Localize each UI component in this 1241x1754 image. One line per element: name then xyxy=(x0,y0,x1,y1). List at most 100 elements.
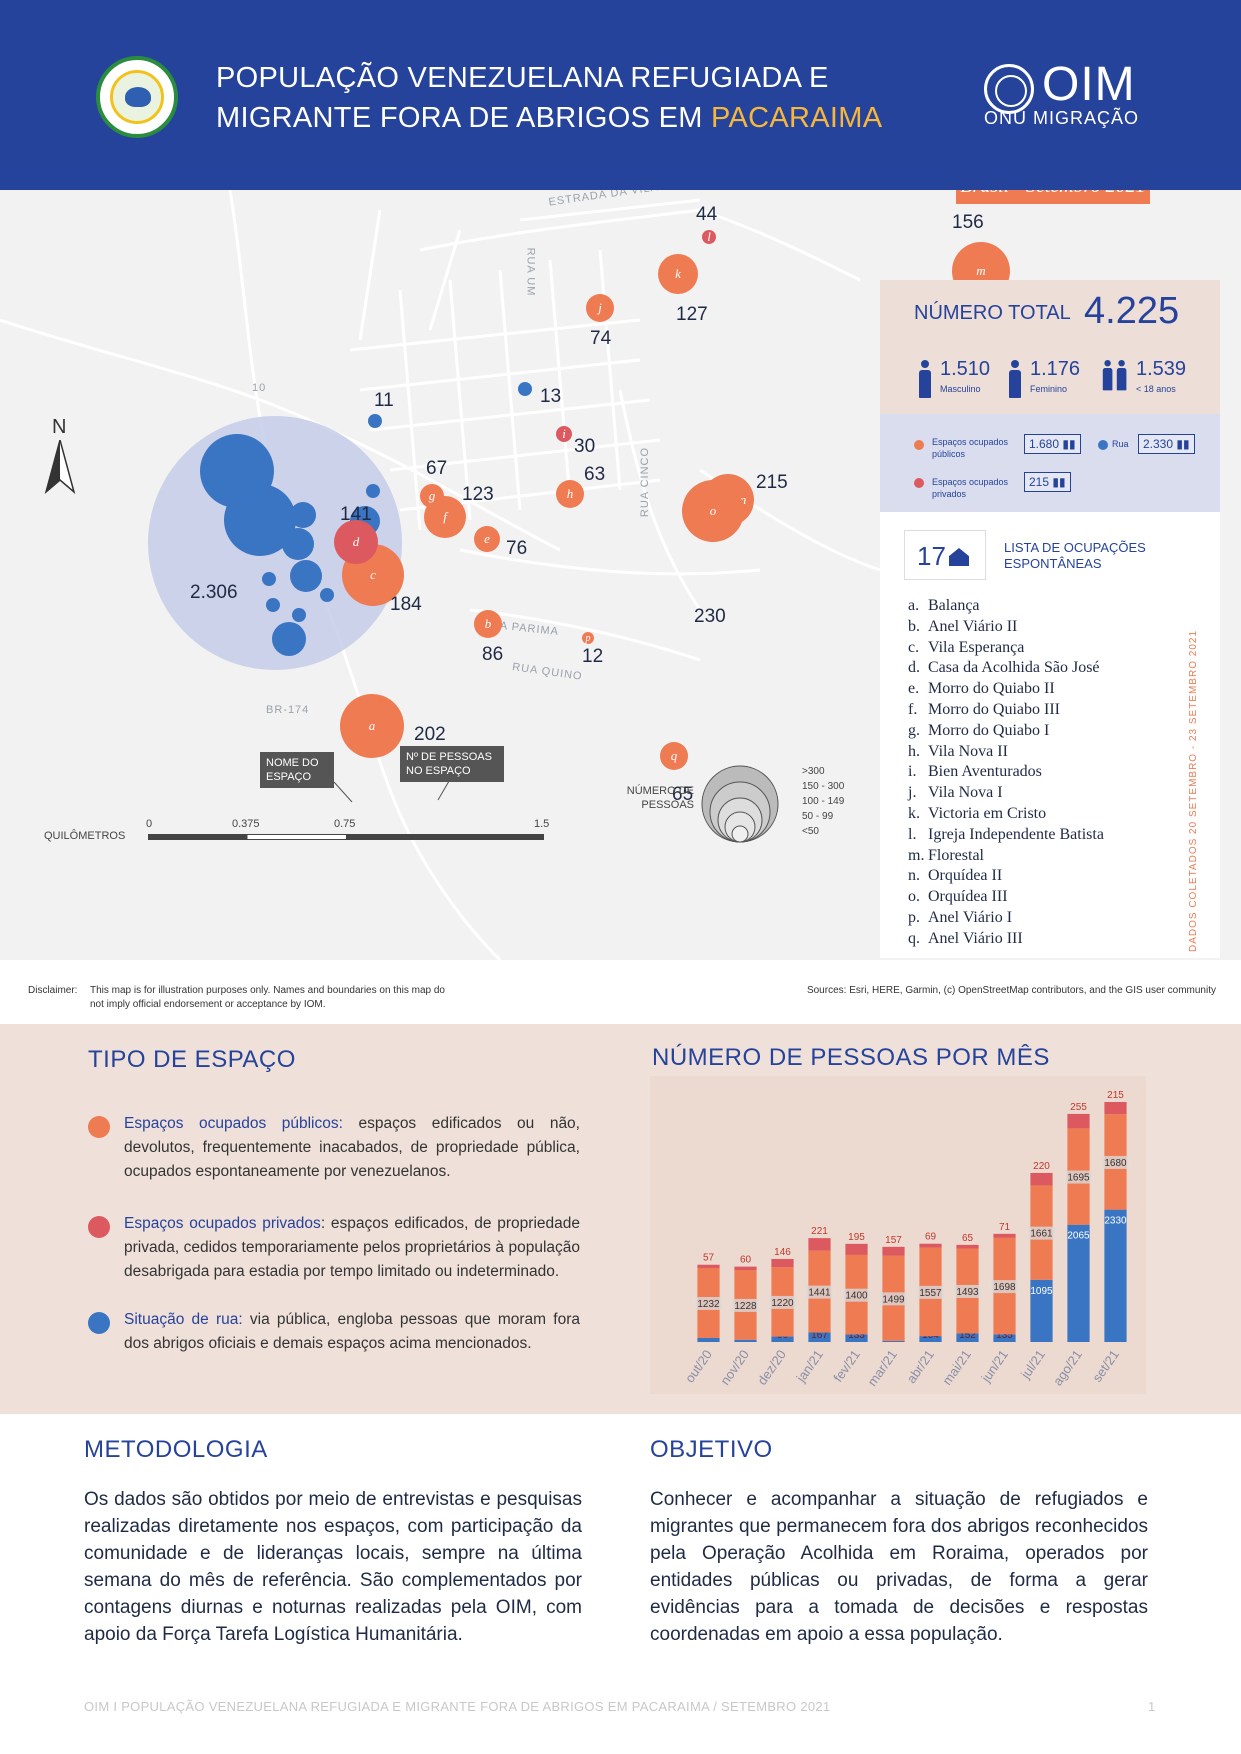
occupation-point-g[interactable]: g xyxy=(420,484,444,508)
bar-value-label: 1695 xyxy=(1067,1173,1090,1184)
street-cluster-value: 2.306 xyxy=(190,582,238,603)
x-tick-label: dez/20 xyxy=(754,1347,789,1388)
bar-value-label: 1228 xyxy=(734,1301,757,1312)
bar-segment-privados xyxy=(808,1238,831,1251)
street-legend-value-box: 2.330 ▮▮ xyxy=(1138,434,1195,454)
occupation-list-item: h. Vila Nova II xyxy=(908,742,1008,760)
occupation-list-item: l. Igreja Independente Batista xyxy=(908,825,1104,843)
occupation-point-p[interactable]: p xyxy=(582,632,594,644)
oim-name: OIM xyxy=(1042,58,1136,111)
title-line-1: POPULAÇÃO VENEZUELANA REFUGIADA E xyxy=(216,62,829,94)
bar-value-label: 1400 xyxy=(845,1291,868,1302)
bar-segment-privados xyxy=(1067,1113,1090,1129)
private-dot xyxy=(88,1216,110,1238)
male-label: Masculino xyxy=(940,384,981,394)
occupation-list-item: o. Orquídea III xyxy=(908,888,1008,906)
bar-value-bg xyxy=(843,1288,870,1302)
collection-date-note: DADOS COLETADOS 20 SETEMBRO - 23 SETEMBR… xyxy=(1188,629,1199,952)
occupation-point-d[interactable]: d xyxy=(334,520,378,564)
bar-value-label: 69 xyxy=(925,1232,937,1243)
occupation-list-item: d. Casa da Acolhida São José xyxy=(908,659,1100,677)
methodology-title: METODOLOGIA xyxy=(84,1436,268,1463)
occupation-point-i[interactable]: i xyxy=(556,426,572,442)
street-point xyxy=(366,484,380,498)
private-legend-label: Espaços ocupados privados xyxy=(932,477,1009,499)
occupation-point-k[interactable]: k xyxy=(658,254,698,294)
point-value-f: 123 xyxy=(462,484,494,505)
bar-segment-rua xyxy=(697,1337,720,1342)
bar-segment-privados xyxy=(956,1244,979,1249)
occupation-point-l[interactable]: l xyxy=(702,229,716,244)
bar-value-label: 2330 xyxy=(1104,1216,1127,1227)
occupation-list-item: f. Morro do Quiabo III xyxy=(908,700,1060,718)
disclaimer-label: Disclaimer: xyxy=(28,985,78,996)
x-tick-label: jul/21 xyxy=(1017,1347,1048,1382)
occupation-point-j[interactable]: j xyxy=(586,294,614,322)
point-value-e: 76 xyxy=(506,538,528,559)
point-value-a: 202 xyxy=(414,724,446,745)
bar-segment-privados xyxy=(845,1243,868,1255)
bar-value-bg xyxy=(954,1284,981,1298)
occupation-point-b[interactable]: b xyxy=(474,610,502,638)
bar-segment-privados xyxy=(919,1243,942,1248)
bar-value-label: 167 xyxy=(811,1330,828,1341)
occupation-point-o[interactable]: o xyxy=(682,480,744,542)
point-value-d: 141 xyxy=(340,504,372,525)
point-value-k: 127 xyxy=(676,304,708,325)
bar-value-bg xyxy=(695,1296,722,1310)
point-value-m: 156 xyxy=(952,212,984,233)
oim-subtitle: ONU MIGRAÇÃO xyxy=(984,108,1140,128)
scale-bar xyxy=(148,834,544,840)
bar-segment-privados xyxy=(882,1246,905,1256)
bar-value-label: 60 xyxy=(740,1255,752,1266)
children-icon xyxy=(1102,360,1113,391)
point-value-l: 44 xyxy=(696,204,718,225)
point-value-o: 230 xyxy=(694,606,726,627)
total-value: 4.225 xyxy=(1084,290,1180,332)
public-legend-dot xyxy=(914,440,924,450)
bar-value-label: 1698 xyxy=(993,1282,1016,1293)
size-class-4: <50 xyxy=(802,826,819,837)
occupation-list-panel: 17 LISTA DE OCUPAÇÕES ESPONTÂNEAS a. Bala… xyxy=(880,512,1220,958)
point-value-h: 63 xyxy=(584,464,606,485)
x-tick-label: fev/21 xyxy=(830,1347,863,1385)
x-tick-label: out/20 xyxy=(682,1347,715,1385)
bar-segment-privados xyxy=(1104,1102,1127,1115)
occupation-point-e[interactable]: e xyxy=(474,526,500,552)
street-value-11: 11 xyxy=(374,390,394,411)
point-value-p: 12 xyxy=(582,646,604,667)
date-tag: Brasil - Setembro 2021 xyxy=(956,190,1150,204)
bar-value-label: 71 xyxy=(999,1222,1011,1233)
male-value: 1.510 xyxy=(940,358,991,380)
title-line-2-prefix: MIGRANTE FORA DE ABRIGOS EM xyxy=(216,102,703,134)
occupation-count-box: 17 xyxy=(904,530,986,580)
point-value-q: 65 xyxy=(672,784,694,805)
female-icon xyxy=(1008,360,1022,398)
objective-title: OBJETIVO xyxy=(650,1436,773,1463)
bar-value-bg xyxy=(769,1295,796,1309)
occupation-point-h[interactable]: h xyxy=(556,480,584,508)
space-type-private-text: Espaços ocupados privados: espaços edifi… xyxy=(124,1215,581,1280)
bar-segment-privados xyxy=(993,1233,1016,1238)
space-type-public-text: Espaços ocupados públicos: espaços edifi… xyxy=(124,1115,580,1180)
chart-title: NÚMERO DE PESSOAS POR MÊS xyxy=(652,1044,1050,1071)
street-value-13: 13 xyxy=(540,386,562,407)
header-banner: POPULAÇÃO VENEZUELANA REFUGIADA E MIGRAN… xyxy=(0,0,1241,190)
monthly-chart-svg: 71123257out/2039122860nov/20961220146dez… xyxy=(682,1090,1129,1389)
callout-count: Nº DE PESSOAS NO ESPAÇO xyxy=(400,746,504,782)
occupation-point-q[interactable]: q xyxy=(660,742,688,770)
bar-segment-rua xyxy=(771,1336,794,1342)
occupation-list-title: LISTA DE OCUPAÇÕES ESPONTÂNEAS xyxy=(1004,540,1146,571)
bar-segment-privados xyxy=(1030,1172,1053,1186)
bar-value-bg xyxy=(806,1285,833,1299)
occupation-point-a[interactable]: a xyxy=(340,694,404,758)
monthly-chart: 71123257out/2039122860nov/20961220146dez… xyxy=(650,1076,1146,1394)
bar-value-label: 1220 xyxy=(771,1298,794,1309)
street-legend-label: Rua xyxy=(1112,439,1129,449)
objective-text: Conhecer e acompanhar a situação de refu… xyxy=(650,1489,1148,1645)
bar-segment-rua xyxy=(919,1336,942,1342)
size-class-0: >300 xyxy=(802,766,825,777)
occupation-list-item: p. Anel Viário I xyxy=(908,908,1013,926)
callout-name: NOME DO ESPAÇO xyxy=(260,752,334,788)
scale-title: QUILÔMETROS xyxy=(44,830,126,842)
